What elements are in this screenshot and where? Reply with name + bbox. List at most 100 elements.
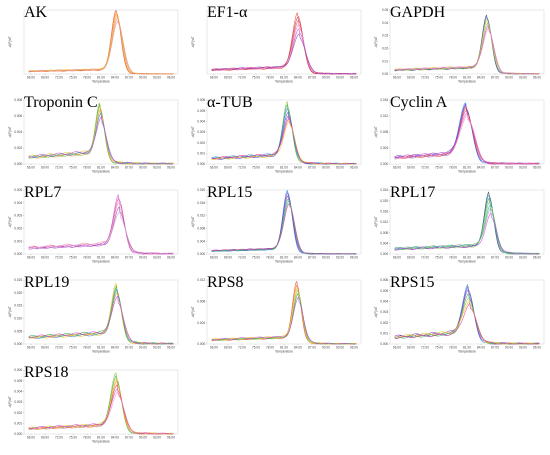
y-tick-label: 0.00 <box>382 72 388 76</box>
x-tick-label: 96.00 <box>533 166 541 170</box>
x-tick-label: 87.00 <box>125 436 133 440</box>
y-tick-label: 0.004 <box>197 239 205 243</box>
melt-curve-series <box>28 201 174 255</box>
x-axis-label: Temperature <box>275 350 293 354</box>
x-axis-label: Temperature <box>92 170 110 174</box>
y-tick-label: 0.02 <box>382 47 388 51</box>
x-axis-label: Temperature <box>275 260 293 264</box>
y-tick-label: 0.001 <box>14 421 22 425</box>
x-tick-label: 72.00 <box>238 256 246 260</box>
melt-curve-panel: -d(F)/dT 66.00 69.00 72.00 75.00 78.00 81.00 84… <box>2 2 184 92</box>
series-group <box>394 14 540 75</box>
melt-curve-series <box>28 284 174 345</box>
x-tick-label: 93.00 <box>519 346 527 350</box>
y-tick-label: 0.005 <box>14 329 22 333</box>
melt-curve-panel: 0.020 0.016 0.012 0.008 0.004 0.000 -d(F)/dT 66… <box>185 182 367 272</box>
melt-curve-plot: 0.025 0.020 0.015 0.010 0.005 0.000 -d(F)/dT 66… <box>8 278 179 354</box>
series-group <box>394 191 540 255</box>
y-tick-label: 0.002 <box>380 321 388 325</box>
x-axis-label: Temperature <box>92 80 110 84</box>
x-tick-label: 81.00 <box>463 166 471 170</box>
y-tick-label: 0.008 <box>14 98 22 102</box>
melt-curve-series <box>28 388 174 435</box>
melt-curve-series <box>211 200 357 255</box>
melt-curve-series <box>28 20 174 75</box>
x-tick-label: 87.00 <box>308 256 316 260</box>
x-tick-label: 75.00 <box>252 166 260 170</box>
melt-curve-series <box>211 120 357 165</box>
x-tick-label: 87.00 <box>308 346 316 350</box>
y-tick-label: 0.01 <box>382 59 388 63</box>
x-tick-label: 75.00 <box>69 166 77 170</box>
x-tick-label: 72.00 <box>421 166 429 170</box>
melt-curve-plot: 0.05 0.04 0.03 0.02 0.01 0.00 -d(F)/dT 66.00 69.… <box>374 8 545 84</box>
x-tick-label: 78.00 <box>83 166 91 170</box>
x-tick-label: 87.00 <box>308 166 316 170</box>
melt-curve-plot: 0.006 0.005 0.004 0.003 0.002 0.001 0.000 -d(F)… <box>191 98 362 174</box>
y-tick-label: 0.003 <box>14 214 22 218</box>
x-tick-label: 93.00 <box>336 166 344 170</box>
x-tick-label: 90.00 <box>505 256 513 260</box>
x-tick-label: 84.00 <box>477 346 485 350</box>
x-tick-label: 69.00 <box>224 346 232 350</box>
gene-title: GAPDH <box>390 4 446 21</box>
x-tick-label: 75.00 <box>69 76 77 80</box>
plot-frame <box>389 189 545 255</box>
gene-title: RPL19 <box>24 274 70 291</box>
x-tick-label: 66.00 <box>393 346 401 350</box>
x-tick-label: 66.00 <box>393 76 401 80</box>
y-tick-label: 0.000 <box>14 162 22 166</box>
x-tick-label: 84.00 <box>111 76 119 80</box>
y-tick-label: 0.004 <box>14 130 22 134</box>
y-tick-label: 0.003 <box>197 130 205 134</box>
melt-curve-series <box>28 295 174 345</box>
x-tick-label: 78.00 <box>449 346 457 350</box>
y-tick-label: 0.008 <box>380 231 388 235</box>
y-tick-label: 0.005 <box>14 379 22 383</box>
melt-curve-series <box>394 297 540 345</box>
y-axis-label: -d(F)/dT <box>374 36 378 48</box>
x-tick-label: 81.00 <box>97 256 105 260</box>
x-tick-label: 72.00 <box>55 256 63 260</box>
x-tick-label: 81.00 <box>97 76 105 80</box>
x-tick-label: 87.00 <box>491 346 499 350</box>
melt-curve-series <box>211 296 357 345</box>
y-tick-label: 0.004 <box>14 389 22 393</box>
y-tick-label: 0.002 <box>14 227 22 231</box>
y-tick-label: 0.000 <box>14 432 22 436</box>
x-tick-label: 84.00 <box>477 256 485 260</box>
x-axis-label: Temperature <box>92 440 110 444</box>
x-tick-label: 96.00 <box>350 76 358 80</box>
x-tick-label: 96.00 <box>350 346 358 350</box>
x-tick-label: 69.00 <box>407 76 415 80</box>
x-tick-label: 90.00 <box>139 256 147 260</box>
x-tick-label: 93.00 <box>153 346 161 350</box>
melt-curve-panel: -d(F)/dT 66.00 69.00 72.00 75.00 78.00 81.00 84… <box>185 2 367 92</box>
gene-title: EF1-α <box>207 4 248 21</box>
gene-title: RPL17 <box>390 184 436 201</box>
y-tick-label: 0.005 <box>14 188 22 192</box>
gene-title: α-TUB <box>207 94 253 111</box>
x-tick-label: 87.00 <box>491 256 499 260</box>
y-tick-label: 0.004 <box>380 241 388 245</box>
series-group <box>28 282 174 345</box>
y-tick-label: 0.000 <box>197 252 205 256</box>
melt-curve-panel: 0.006 0.005 0.004 0.003 0.002 0.001 0.000 -d(F)… <box>368 272 550 362</box>
y-tick-label: 0.002 <box>14 411 22 415</box>
y-tick-label: 0.002 <box>14 146 22 150</box>
y-tick-label: 0.004 <box>197 119 205 123</box>
y-tick-label: 0.016 <box>380 98 388 102</box>
x-tick-label: 66.00 <box>210 166 218 170</box>
x-tick-label: 78.00 <box>266 256 274 260</box>
x-tick-label: 66.00 <box>393 166 401 170</box>
x-tick-label: 75.00 <box>69 436 77 440</box>
x-tick-label: 81.00 <box>280 76 288 80</box>
melt-curve-panel: 0.025 0.020 0.015 0.010 0.005 0.000 -d(F)/dT 66… <box>2 272 184 362</box>
series-group <box>28 193 174 255</box>
x-tick-label: 84.00 <box>477 76 485 80</box>
x-tick-label: 75.00 <box>252 346 260 350</box>
y-axis-label: -d(F)/dT <box>8 306 12 318</box>
y-tick-label: 0.001 <box>380 331 388 335</box>
x-tick-label: 81.00 <box>97 346 105 350</box>
